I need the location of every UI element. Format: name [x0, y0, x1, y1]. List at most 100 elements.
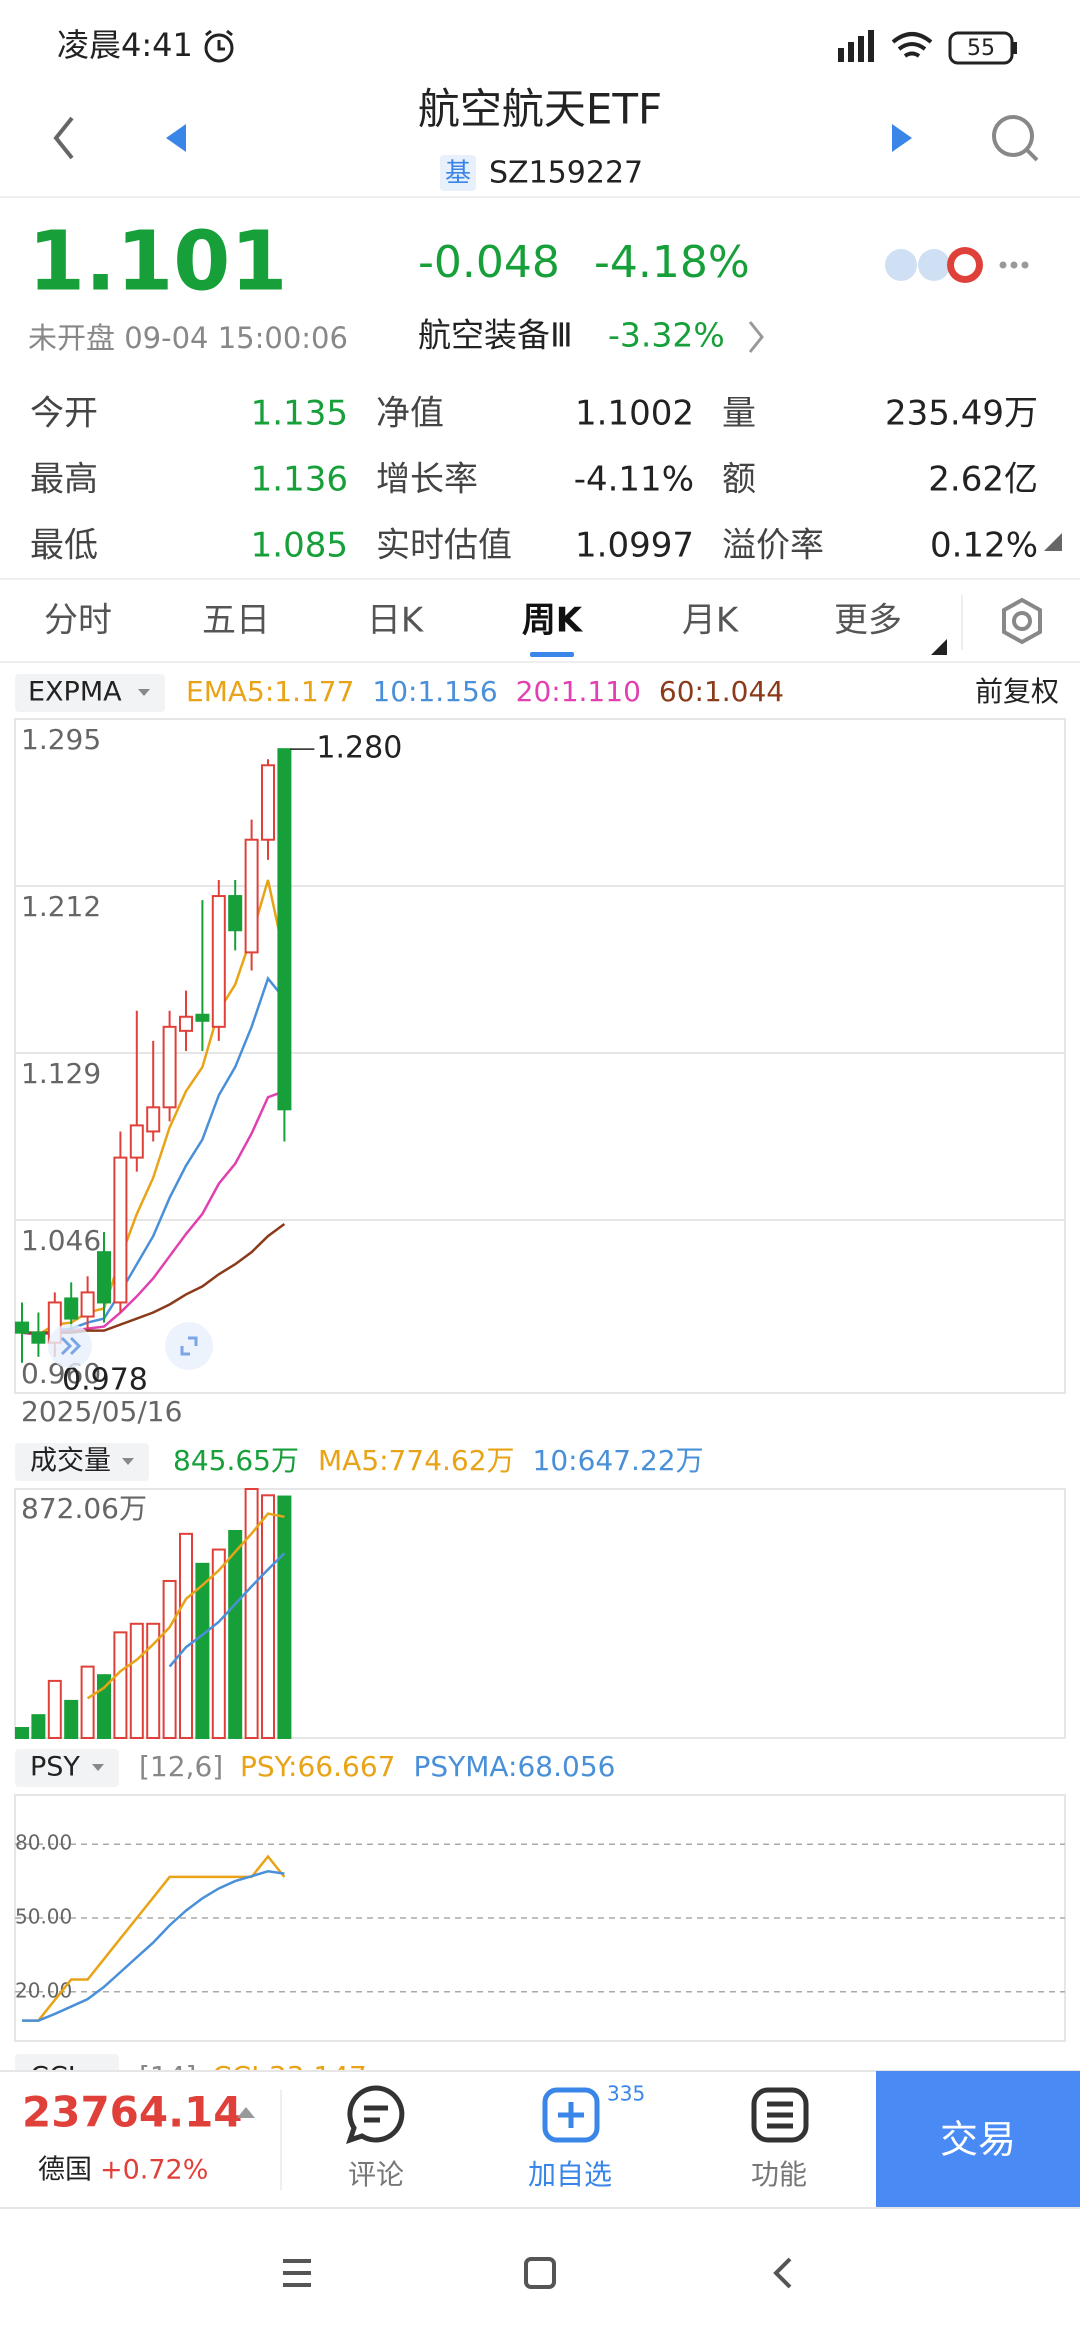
legend-entry: 10:647.22万	[533, 1444, 704, 1477]
psy-select[interactable]	[15, 1749, 119, 1787]
back-nav-button[interactable]	[773, 2257, 792, 2289]
stat-label: 溢价率	[722, 526, 824, 566]
volume-top-label: 872.06万	[21, 1492, 147, 1525]
volume-bar	[244, 1488, 259, 1739]
y-tick-label: 80.00	[15, 1831, 72, 1855]
stat-label: 今开	[30, 394, 98, 434]
caret	[92, 1764, 104, 1771]
candle-body	[146, 1106, 161, 1133]
volume-bar	[211, 1548, 226, 1740]
signal-icon	[838, 30, 874, 62]
badge-bg	[440, 155, 476, 191]
tab[interactable]: 月K	[682, 601, 740, 641]
volume-bar	[228, 1529, 243, 1739]
volume-select[interactable]	[15, 1443, 149, 1481]
caret	[122, 1458, 134, 1465]
ema-line	[21, 879, 286, 1336]
adjust[interactable]: 前复权	[975, 675, 1059, 708]
candle-body	[195, 1013, 210, 1022]
y-tick-label: 1.212	[21, 890, 101, 923]
stat-value: 1.1002	[575, 394, 694, 434]
action-label[interactable]: 功能	[751, 2158, 807, 2191]
title: 航空航天ETF	[418, 85, 662, 134]
index-caret	[237, 2107, 255, 2118]
settings-button[interactable]	[1002, 597, 1042, 645]
stat-label: 增长率	[376, 460, 478, 500]
sector: 航空装备Ⅲ	[418, 316, 573, 355]
function-icon[interactable]	[751, 2087, 809, 2143]
stat-label: 最低	[30, 526, 98, 566]
volume-current: 845.65万	[173, 1444, 299, 1477]
legend-entry: PSYMA:68.056	[413, 1750, 615, 1783]
next-button[interactable]	[892, 124, 912, 152]
volume-bar	[179, 1532, 193, 1739]
legend-entry: 10:1.156	[372, 675, 497, 708]
volume-bar	[277, 1495, 292, 1740]
volume-chart: MA5:774.62万 10:647.22万 872.06万	[15, 1444, 704, 1740]
actions: 评论 加自选 功能	[348, 2158, 807, 2191]
expand-corner[interactable]	[1044, 533, 1062, 551]
tab[interactable]: 日K	[367, 601, 425, 641]
volume-bar	[162, 1579, 177, 1739]
legend-entry: 60:1.044	[659, 675, 784, 708]
add-icon[interactable]	[542, 2087, 600, 2143]
candle-body	[244, 838, 259, 954]
stat-value: 2.62亿	[928, 460, 1038, 500]
volume-bar	[113, 1631, 128, 1740]
time: 凌晨4:41	[57, 26, 193, 64]
prev-button[interactable]	[166, 124, 186, 152]
stat-value: 235.49万	[885, 394, 1038, 434]
tab[interactable]: 周K	[522, 601, 584, 641]
index-value[interactable]: 23764.14	[22, 2088, 243, 2137]
psy-title: PSY	[30, 1752, 80, 1783]
psy-line	[22, 1854, 286, 2022]
psy-params: [12,6]	[139, 1750, 223, 1783]
tab[interactable]: 更多	[834, 601, 902, 641]
kline: EMA5:1.177 10:1.156 20:1.110 60:1.044 1.295 1…	[15, 675, 1065, 1397]
candle-body	[162, 1025, 177, 1109]
stat-label: 量	[722, 394, 756, 434]
alarm-icon	[204, 29, 234, 63]
tab[interactable]: 五日	[202, 601, 270, 641]
back-button[interactable]	[53, 116, 74, 160]
volume-bar	[80, 1665, 95, 1740]
change: -0.048	[418, 237, 560, 288]
y-tick-label: 1.295	[21, 723, 101, 756]
candle-body	[129, 1124, 144, 1159]
comment-icon[interactable]	[346, 2085, 405, 2144]
chart-buttons[interactable]	[48, 1322, 213, 1370]
sector-pct: -3.32%	[608, 316, 725, 355]
candle-body	[261, 764, 275, 841]
action-label[interactable]: 加自选	[528, 2158, 612, 2191]
volume-bar	[195, 1562, 210, 1739]
psy-line	[22, 1869, 285, 2022]
stat-label: 实时估值	[376, 526, 512, 566]
stat-value: -4.11%	[574, 460, 694, 500]
stat-value: 1.0997	[575, 526, 694, 566]
battery	[948, 31, 1014, 65]
tab[interactable]: 分时	[44, 601, 112, 641]
tabs: 分时 五日 日K 周K 月K 更多	[44, 601, 902, 657]
candle-body	[277, 748, 292, 1111]
indicator-select[interactable]	[15, 674, 165, 712]
tab-underline	[530, 652, 574, 657]
battery-level: 55	[967, 36, 995, 61]
home-button[interactable]	[524, 2257, 556, 2289]
search-button[interactable]	[992, 115, 1039, 162]
stat-value: 1.085	[251, 526, 348, 566]
avatars	[885, 247, 983, 283]
legend-entry: PSY:66.667	[240, 1750, 395, 1783]
trade-button[interactable]	[876, 2071, 1080, 2208]
candle-body	[15, 1321, 29, 1334]
menu-button[interactable]	[283, 2259, 311, 2287]
more-button[interactable]	[999, 261, 1029, 269]
volume-bar	[129, 1622, 144, 1740]
stat-value: 1.135	[251, 394, 348, 434]
action-label[interactable]: 评论	[348, 2158, 404, 2191]
candle-body	[31, 1331, 46, 1344]
legend-entry: EMA5:1.177	[186, 675, 354, 708]
sector-arrow[interactable]	[748, 321, 764, 353]
